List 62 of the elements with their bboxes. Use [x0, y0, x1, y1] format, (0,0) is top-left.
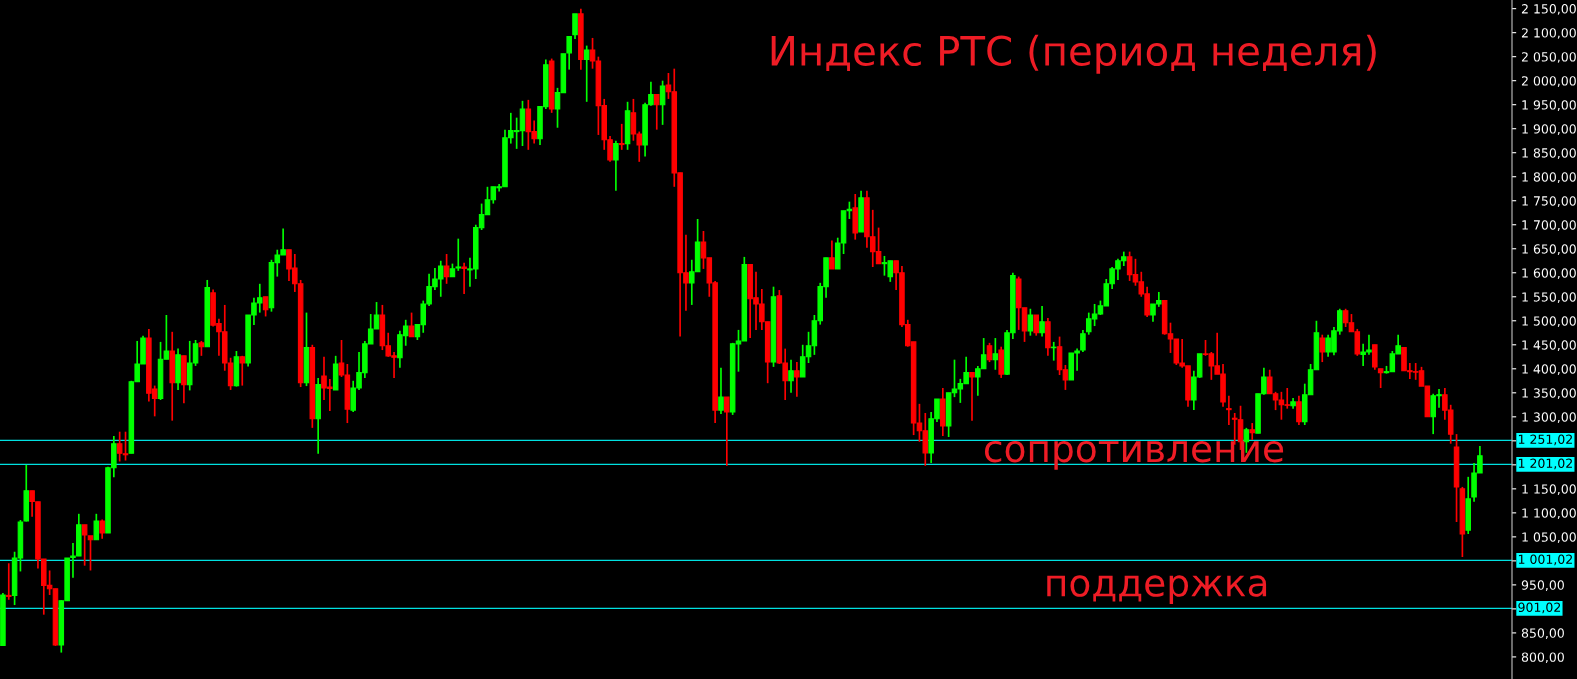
y-tick-label: 1 300,00 — [1522, 412, 1576, 424]
candlestick — [718, 366, 724, 415]
candlestick — [1377, 367, 1384, 389]
candlestick — [566, 35, 572, 71]
candlestick — [1039, 305, 1045, 338]
annotation: поддержка — [1047, 575, 1267, 605]
y-tick-label: 850,00 — [1521, 628, 1564, 640]
candlestick — [992, 337, 999, 371]
y-tick-label: 1 450,00 — [1522, 340, 1576, 351]
candlestick — [788, 358, 794, 394]
y-tick-label: 1 750,00 — [1522, 196, 1576, 207]
y-tick-label: 2 050,00 — [1521, 52, 1576, 63]
y-tick-label: 1 700,00 — [1522, 220, 1576, 231]
candlestick — [1033, 314, 1039, 337]
ref-line-label: 1 251,02 — [1518, 434, 1572, 446]
y-tick-label: 1 400,00 — [1522, 364, 1576, 375]
candlestick — [724, 396, 730, 467]
y-tick-label: 1 050,00 — [1522, 532, 1576, 544]
y-tick-label: 1 100,00 — [1522, 508, 1576, 520]
y-tick-label: 800,00 — [1521, 652, 1564, 664]
text: Индекс РТС (период неделя) — [771, 34, 1376, 74]
y-tick-label: 1 650,00 — [1522, 244, 1576, 255]
ref-line-label: 1 001,02 — [1518, 554, 1572, 566]
ref-line-label: 1 201,02 — [1518, 458, 1572, 470]
y-tick-label: 1 500,00 — [1522, 316, 1576, 327]
candlestick — [1296, 394, 1302, 426]
candlestick — [613, 139, 619, 192]
annotation: сопротивление — [984, 440, 1284, 470]
candlestick — [653, 93, 660, 131]
candlestick — [1226, 394, 1232, 426]
y-tick-label: 1 350,00 — [1522, 388, 1576, 399]
candlestick — [443, 253, 450, 285]
y-tick-label: 1 550,00 — [1522, 292, 1576, 303]
candlestick — [618, 123, 625, 151]
y-tick-label: 1 850,00 — [1522, 148, 1576, 159]
y-tick-label: 2 150,00 — [1521, 4, 1576, 15]
candlestick — [986, 342, 993, 363]
y-tick-label: 2 100,00 — [1521, 28, 1576, 39]
y-tick-label: 1 150,00 — [1522, 484, 1576, 496]
candlestick — [794, 361, 800, 398]
candlestick — [1372, 343, 1378, 371]
y-tick-label: 1 800,00 — [1522, 172, 1576, 183]
candlestick — [969, 371, 975, 422]
candlestick — [829, 239, 835, 270]
candlestick — [5, 562, 12, 601]
candlestick — [93, 512, 100, 541]
candlestick — [461, 261, 467, 295]
candlestick — [1027, 307, 1034, 337]
candlestick — [262, 295, 269, 318]
y-tick-label: 2 000,00 — [1521, 76, 1576, 87]
y-tick-label: 1 950,00 — [1522, 100, 1576, 111]
candlestick — [1249, 422, 1255, 441]
y-tick-label: 1 600,00 — [1522, 268, 1576, 279]
candlestick — [659, 79, 666, 126]
y-tick-label: 1 900,00 — [1522, 124, 1576, 135]
candlestick — [239, 354, 246, 387]
y-tick-label: 950,00 — [1521, 580, 1564, 592]
candlestick — [408, 311, 415, 338]
candlestick — [583, 44, 590, 103]
ref-line-label: 901,02 — [1518, 602, 1561, 614]
candlestick — [572, 13, 578, 40]
candlestick — [1319, 333, 1326, 363]
